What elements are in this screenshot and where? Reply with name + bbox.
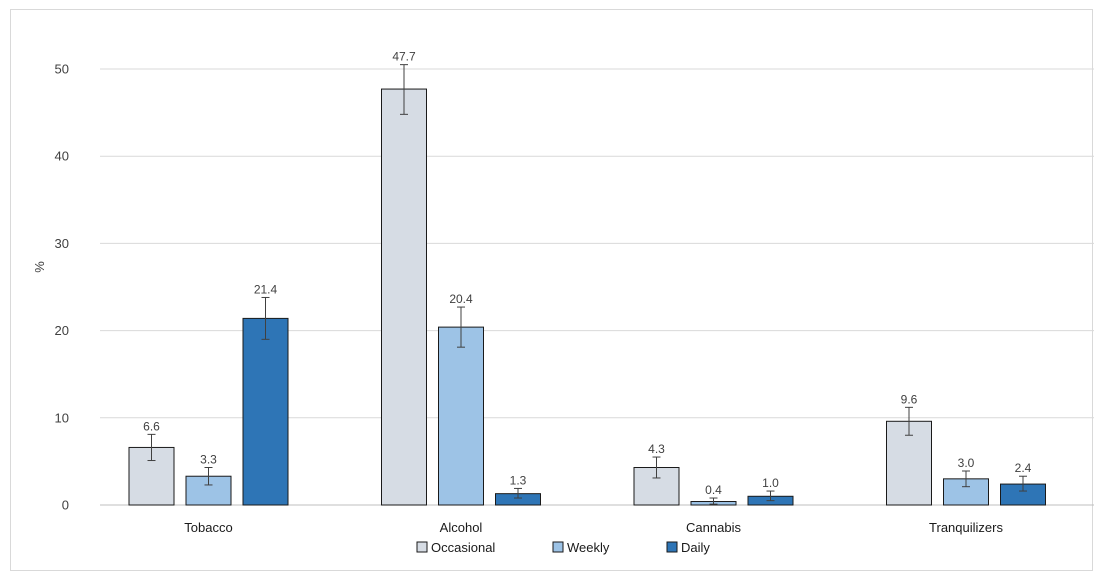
bar <box>633 467 680 506</box>
y-tick-label: 30 <box>55 236 69 251</box>
y-tick-label: 50 <box>55 62 69 77</box>
legend-swatch <box>666 541 678 553</box>
category-label: Cannabis <box>686 520 741 535</box>
data-label: 47.7 <box>392 50 416 64</box>
y-axis-label: % <box>32 261 47 273</box>
legend-label: Occasional <box>431 540 495 555</box>
bar <box>381 88 427 506</box>
data-label: 21.4 <box>254 282 278 296</box>
legend-swatch <box>552 541 564 553</box>
y-tick-label: 40 <box>55 149 69 164</box>
y-axis: 0 10 20 30 40 50 <box>55 62 69 513</box>
bar <box>242 317 289 506</box>
data-label: 3.0 <box>958 456 975 470</box>
data-label: 2.4 <box>1015 461 1032 475</box>
category-labels: Tobacco Alcohol Cannabis Tranquilizers <box>184 520 1003 535</box>
data-label: 1.0 <box>762 476 779 490</box>
legend-label: Daily <box>681 540 710 555</box>
category-label: Tranquilizers <box>929 520 1003 535</box>
category-label: Alcohol <box>440 520 483 535</box>
legend: Occasional Weekly Daily <box>416 540 710 555</box>
data-label: 9.6 <box>901 392 918 406</box>
error-bars <box>147 64 1027 505</box>
data-label: 3.3 <box>200 453 217 467</box>
y-tick-label: 20 <box>55 323 69 338</box>
legend-label: Weekly <box>567 540 610 555</box>
y-tick-label: 0 <box>62 498 69 513</box>
bar <box>438 326 484 506</box>
legend-swatch <box>416 541 428 553</box>
data-label: 6.6 <box>143 419 160 433</box>
data-label: 1.3 <box>510 473 527 487</box>
bars <box>128 88 1046 506</box>
chart-frame <box>10 9 1093 571</box>
y-tick-label: 10 <box>55 410 69 425</box>
data-labels: 6.6 3.3 21.4 47.7 20.4 1.3 4.3 0.4 1.0 9.6 3.0 2.4 <box>143 50 1032 497</box>
data-label: 4.3 <box>648 442 665 456</box>
data-label: 0.4 <box>705 483 722 497</box>
category-label: Tobacco <box>184 520 232 535</box>
data-label: 20.4 <box>449 292 473 306</box>
